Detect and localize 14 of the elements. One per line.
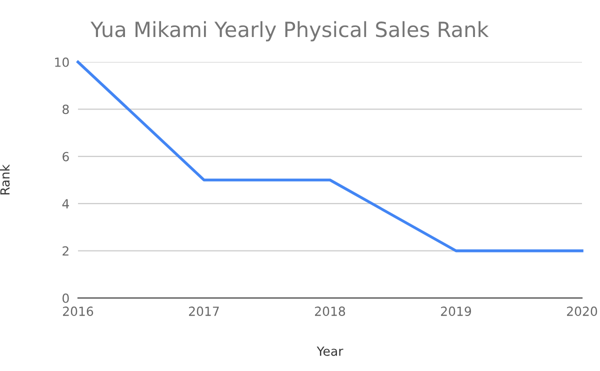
x-tick-label: 2017 bbox=[189, 306, 219, 316]
x-axis-title: Year bbox=[316, 346, 344, 356]
y-tick-label: 2 bbox=[62, 246, 68, 256]
x-tick-label: 2018 bbox=[315, 306, 346, 316]
chart-title: Yua Mikami Yearly Physical Sales Rank bbox=[90, 21, 489, 42]
y-axis-title: Rank bbox=[0, 164, 10, 194]
x-tick-label: 2019 bbox=[441, 306, 472, 316]
x-tick-label: 2020 bbox=[567, 306, 598, 316]
y-tick-label: 6 bbox=[62, 152, 69, 162]
x-tick-label: 2016 bbox=[63, 306, 94, 316]
y-tick-label: 8 bbox=[62, 104, 69, 114]
y-tick-label: 10 bbox=[55, 57, 69, 67]
y-tick-label: 0 bbox=[62, 293, 69, 303]
y-tick-label: 4 bbox=[62, 199, 69, 208]
